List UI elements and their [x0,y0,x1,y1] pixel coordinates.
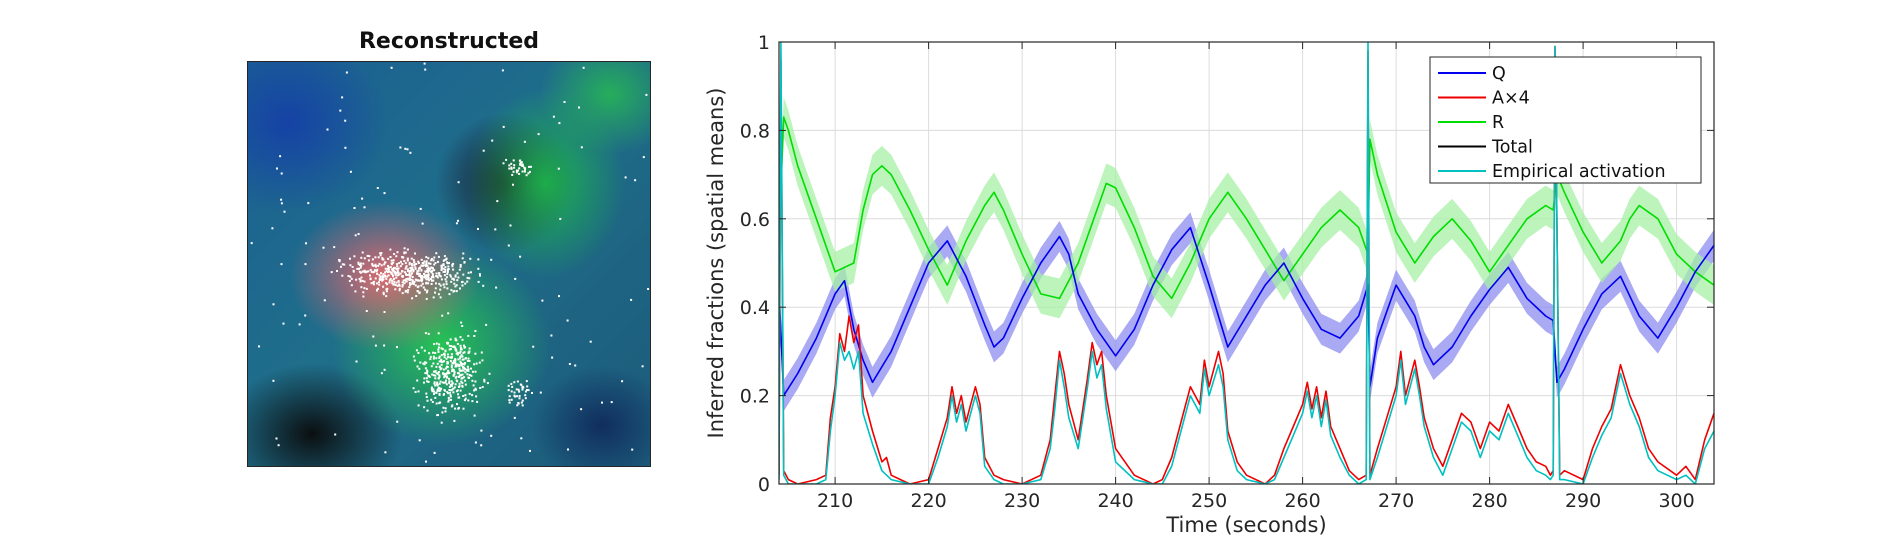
x-tick-label: 270 [1378,490,1414,512]
legend: Q A×4 R Total Empirical activation [1429,56,1702,184]
legend-label: R [1492,113,1504,133]
y-tick-label: 0.4 [740,297,770,319]
legend-box [1429,56,1702,184]
y-tick-label: 0.6 [740,209,770,231]
series-line-empirical-activation [779,42,1714,484]
x-tick-label: 280 [1471,490,1507,512]
image-panel-title: Reconstructed [358,29,540,54]
x-tick-label: 230 [1004,490,1040,512]
x-tick-label: 290 [1565,490,1601,512]
x-axis-label: Time (seconds) [1165,513,1326,537]
axes-box [778,41,1715,485]
spike-dots [250,62,650,463]
x-tick-label: 210 [817,490,853,512]
x-tick-label: 240 [1097,490,1133,512]
y-tick-label: 0.2 [740,386,770,408]
reconstructed-image [247,61,651,467]
y-tick-label: 1 [758,32,770,54]
y-axis-label: Inferred fractions (spatial means) [704,88,728,439]
legend-label: A×4 [1492,89,1530,109]
x-tick-label: 300 [1658,490,1694,512]
legend-label: Q [1492,64,1506,84]
band-r [779,97,1714,319]
legend-label: Empirical activation [1492,162,1666,182]
y-tick-label: 0 [758,474,770,496]
legend-label: Total [1491,138,1533,158]
x-tick-label: 220 [910,490,946,512]
y-tick-label: 0.8 [740,120,770,142]
band-q [779,212,1714,412]
x-tick-label: 260 [1284,490,1320,512]
x-tick-label: 250 [1191,490,1227,512]
